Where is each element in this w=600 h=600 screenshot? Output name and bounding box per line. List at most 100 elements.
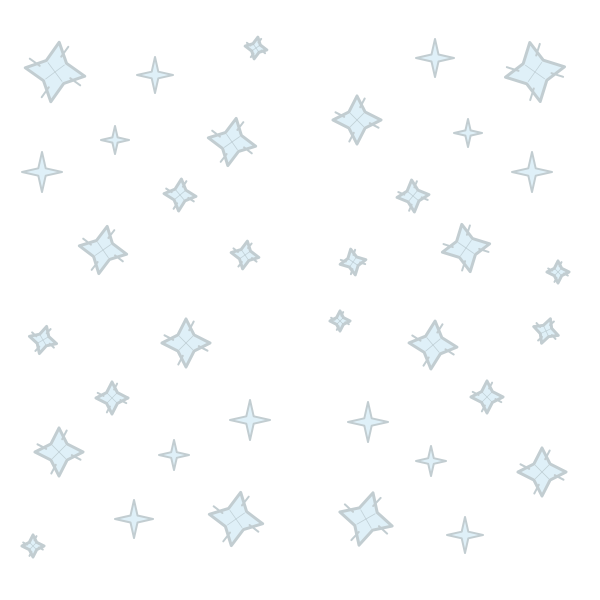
sparkle-star-spike bbox=[494, 398, 503, 404]
sparkle-star-spike bbox=[165, 187, 173, 194]
sparkle-star bbox=[160, 317, 212, 369]
sparkle-star-spike bbox=[359, 97, 366, 109]
sparkle-star-spike bbox=[359, 261, 367, 266]
sparkle-star bbox=[229, 239, 261, 271]
sparkle-star-spike bbox=[349, 268, 354, 276]
sparkle-star-facet bbox=[174, 190, 186, 200]
sparkle-star-spike bbox=[113, 382, 119, 391]
sparkle-star bbox=[415, 445, 447, 477]
sparkle-star-facet bbox=[51, 444, 67, 460]
sparkle-star-facet bbox=[349, 112, 365, 128]
sparkle-star-spike bbox=[408, 203, 413, 212]
sparkle-star-spike bbox=[48, 342, 55, 349]
sparkle-star bbox=[229, 399, 271, 441]
sparkle-star-spike bbox=[172, 202, 179, 210]
sparkle-star-body bbox=[453, 118, 483, 148]
sparkle-star bbox=[158, 439, 190, 471]
sparkle-star-spike bbox=[558, 261, 563, 268]
sparkle-star-spike bbox=[197, 345, 209, 352]
sparkle-star-spike bbox=[411, 334, 422, 342]
sparkle-star-body bbox=[347, 401, 389, 443]
sparkle-star-spike bbox=[553, 474, 565, 481]
sparkle-star-spike bbox=[350, 531, 360, 542]
sparkle-star bbox=[511, 151, 553, 193]
sparkle-star-body bbox=[415, 445, 447, 477]
sparkle-star-spike bbox=[348, 131, 355, 143]
sparkle-star-body bbox=[136, 56, 174, 94]
sparkle-star bbox=[28, 325, 58, 355]
sparkle-star-spike bbox=[37, 546, 44, 551]
sparkle-star bbox=[206, 116, 258, 168]
sparkle-star-facet bbox=[425, 338, 441, 352]
sparkle-star-spike bbox=[335, 325, 340, 331]
sparkle-star-spike bbox=[339, 258, 347, 263]
sparkle-star-facet bbox=[94, 244, 112, 256]
sparkle-star-spike bbox=[50, 463, 57, 475]
sparkle-star-spike bbox=[22, 541, 29, 546]
sparkle-star-spike bbox=[107, 229, 116, 239]
sparkle-star-spike bbox=[529, 87, 535, 102]
sparkle-star-spike bbox=[212, 505, 224, 514]
sparkle-star-facet bbox=[408, 190, 418, 202]
sparkle-star-spike bbox=[241, 495, 250, 507]
sparkle-star-spike bbox=[535, 42, 541, 57]
sparkle-star bbox=[100, 125, 130, 155]
sparkle-star-spike bbox=[478, 247, 490, 253]
sparkle-star bbox=[77, 224, 129, 276]
sparkle-star-spike bbox=[90, 261, 99, 271]
sparkle-star-spike bbox=[163, 334, 175, 341]
sparkle-star-spike bbox=[177, 354, 184, 366]
sparkle-star-spike bbox=[547, 267, 554, 272]
sparkle-star bbox=[331, 94, 383, 146]
sparkle-star-spike bbox=[519, 463, 531, 470]
sparkle-star bbox=[395, 178, 431, 214]
sparkle-star-spike bbox=[480, 404, 486, 413]
sparkle-star bbox=[162, 177, 198, 213]
sparkle-star-spike bbox=[249, 52, 255, 59]
sparkle-star-facet bbox=[226, 512, 246, 526]
sparkle-star-body bbox=[446, 516, 484, 554]
sparkle-star-spike bbox=[533, 483, 540, 495]
sparkle-star-spike bbox=[236, 121, 245, 131]
sparkle-star-spike bbox=[465, 224, 471, 236]
sparkle-star-spike bbox=[61, 429, 68, 441]
sparkle-star-spike bbox=[505, 66, 520, 72]
sparkle-star-facet bbox=[349, 257, 357, 267]
sparkle-star bbox=[545, 259, 571, 285]
sparkle-star-facet bbox=[482, 392, 492, 402]
sparkle-star-spike bbox=[257, 37, 263, 44]
sparkle-star-facet bbox=[336, 317, 344, 325]
sparkle-star-facet bbox=[240, 251, 250, 259]
sparkle-star-spike bbox=[372, 496, 382, 507]
sparkle-star-facet bbox=[460, 239, 472, 257]
sparkle-star-facet bbox=[45, 64, 65, 80]
sparkle-star-spike bbox=[82, 237, 92, 246]
sparkle-star-spike bbox=[334, 111, 346, 118]
sparkle-star-spike bbox=[40, 86, 50, 99]
sparkle-star-spike bbox=[243, 146, 253, 155]
sparkle-star-facet bbox=[554, 268, 562, 276]
sparkle-star-spike bbox=[188, 320, 195, 332]
sparkle-star-spike bbox=[105, 405, 111, 414]
sparkle-star bbox=[243, 35, 269, 61]
sparkle-star-spike bbox=[550, 72, 565, 78]
sparkle-star bbox=[516, 446, 568, 498]
sparkle-star-spike bbox=[247, 242, 253, 249]
sparkle-star-spike bbox=[28, 550, 33, 557]
sparkle-star bbox=[453, 118, 483, 148]
sparkle-star-facet bbox=[534, 464, 550, 480]
sparkle-star-spike bbox=[340, 311, 345, 317]
sparkle-star-body bbox=[415, 38, 455, 78]
sparkle-star-spike bbox=[461, 260, 467, 272]
sparkle-star-spike bbox=[60, 45, 70, 58]
sparkle-star bbox=[23, 40, 87, 104]
sparkle-star bbox=[338, 247, 368, 277]
sparkle-star-spike bbox=[237, 261, 243, 268]
sparkle-star-facet bbox=[252, 45, 260, 51]
sparkle-star-body bbox=[114, 499, 154, 539]
sparkle-star-spike bbox=[549, 320, 555, 327]
sparkle-star-spike bbox=[34, 345, 41, 352]
sparkle-star-facet bbox=[37, 336, 49, 344]
sparkle-star-spike bbox=[330, 316, 336, 321]
